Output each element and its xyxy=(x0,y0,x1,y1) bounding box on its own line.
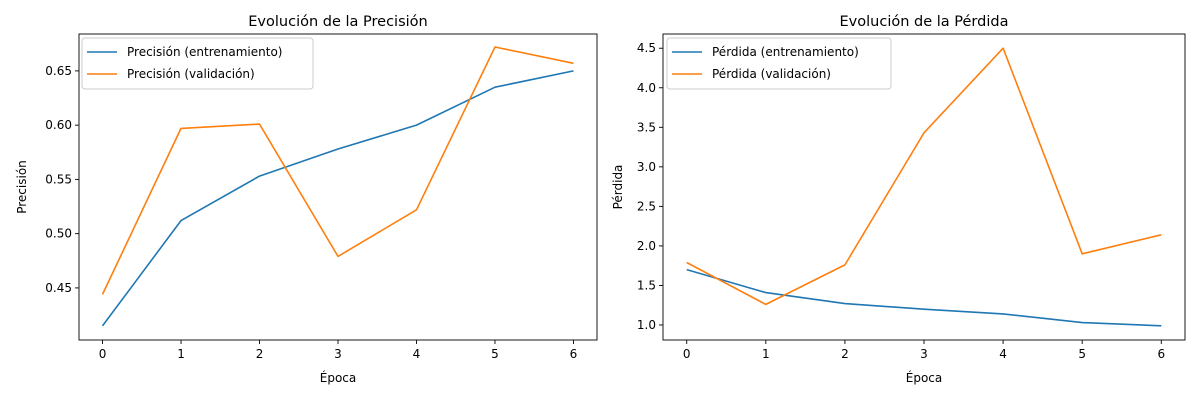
x-tick-label: 2 xyxy=(256,347,264,361)
legend-box xyxy=(81,37,314,90)
y-tick-label: 0.60 xyxy=(45,118,72,132)
legend-label-training: Precisión (entrenamiento) xyxy=(127,45,282,59)
legend-box xyxy=(666,37,892,90)
y-tick-label: 4.0 xyxy=(637,81,656,95)
chart-title: Evolución de la Pérdida xyxy=(840,14,1009,30)
x-tick-label: 2 xyxy=(841,347,849,361)
y-tick-label: 0.45 xyxy=(45,281,72,295)
legend-label-validation: Pérdida (validación) xyxy=(712,67,831,81)
axis-ticks: 0 1 2 3 4 5 6 0.45 0.50 0.55 0.60 0.65 xyxy=(45,64,577,361)
y-tick-label: 1.0 xyxy=(637,318,656,332)
series-line-validation xyxy=(686,47,1162,306)
x-tick-label: 4 xyxy=(999,347,1007,361)
y-tick-label: 3.5 xyxy=(637,120,656,134)
y-tick-label: 4.5 xyxy=(637,41,656,55)
y-tick-label: 2.5 xyxy=(637,199,656,213)
axis-ticks: 0 1 2 3 4 5 6 1.0 1.5 2.0 2.5 3.0 3.5 4.0 4.5 xyxy=(637,41,1165,361)
legend-label-validation: Precisión (validación) xyxy=(127,67,255,81)
x-tick-label: 3 xyxy=(920,347,928,361)
y-tick-label: 2.0 xyxy=(637,239,656,253)
x-tick-label: 5 xyxy=(1078,347,1086,361)
x-tick-label: 6 xyxy=(1157,347,1165,361)
y-axis-label: Pérdida xyxy=(611,165,625,210)
series-line-training xyxy=(101,70,574,327)
x-tick-label: 5 xyxy=(491,347,499,361)
x-axis-label: Época xyxy=(320,370,357,385)
x-tick-label: 6 xyxy=(570,347,578,361)
y-axis-label: Precisión xyxy=(15,160,29,214)
x-tick-label: 4 xyxy=(413,347,421,361)
x-tick-label: 0 xyxy=(99,347,107,361)
x-tick-label: 1 xyxy=(177,347,185,361)
series-line-training xyxy=(686,268,1162,327)
y-tick-label: 1.5 xyxy=(637,278,656,292)
chart-accuracy: Evolución de la Precisión Época Precisió… xyxy=(15,14,598,385)
legend: Pérdida (entrenamiento) Pérdida (validac… xyxy=(666,37,892,90)
x-tick-label: 0 xyxy=(683,347,691,361)
series-lines xyxy=(101,46,574,327)
x-tick-label: 3 xyxy=(334,347,342,361)
legend-label-training: Pérdida (entrenamiento) xyxy=(712,45,859,59)
series-lines xyxy=(686,47,1162,327)
y-tick-label: 3.0 xyxy=(637,160,656,174)
legend: Precisión (entrenamiento) Precisión (val… xyxy=(81,37,314,90)
y-tick-label: 0.50 xyxy=(45,227,72,241)
chart-loss: Evolución de la Pérdida Época Pérdida 0 1… xyxy=(611,14,1186,385)
series-line-validation xyxy=(101,46,574,295)
y-tick-label: 0.65 xyxy=(45,64,72,78)
x-axis-label: Época xyxy=(906,370,943,385)
x-tick-label: 1 xyxy=(762,347,770,361)
y-tick-label: 0.55 xyxy=(45,172,72,186)
chart-title: Evolución de la Precisión xyxy=(248,14,427,30)
